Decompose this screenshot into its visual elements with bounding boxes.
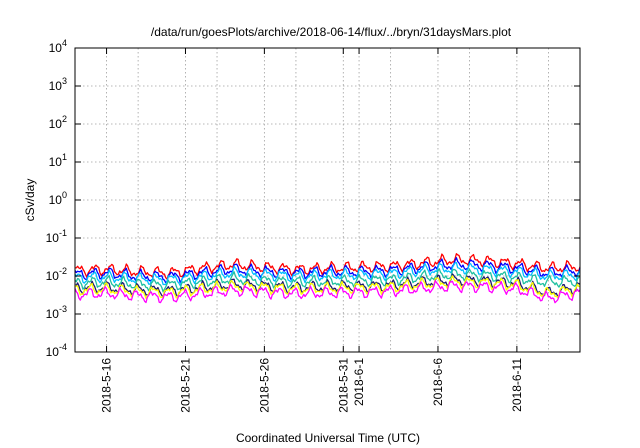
series-line — [74, 261, 581, 287]
y-tick-label: 101 — [49, 152, 67, 169]
series-layer — [74, 253, 581, 304]
series-line — [74, 275, 581, 299]
y-tick-labels: 10-4 10-3 10-2 10-1 100 101 102 103 104 — [46, 38, 67, 359]
y-tick-label: 10-3 — [46, 304, 67, 321]
y-tick-label: 10-2 — [46, 266, 67, 283]
series-line — [75, 253, 581, 280]
y-tick-label: 100 — [49, 190, 67, 207]
x-axis-label: Coordinated Universal Time (UTC) — [236, 431, 420, 445]
x-tick-label: 2018-5-26 — [257, 358, 271, 413]
y-tick-label: 103 — [49, 76, 67, 93]
x-tick-labels: 2018-5-16 2018-5-21 2018-5-26 2018-5-31 2018… — [100, 358, 524, 413]
y-tick-label: 102 — [49, 114, 67, 131]
grid-layer — [75, 48, 580, 352]
series-line — [74, 280, 581, 304]
x-tick-label: 2018-6-11 — [510, 358, 524, 412]
x-tick-label: 2018-5-31 — [336, 358, 350, 413]
x-tick-label: 2018-5-21 — [178, 358, 192, 413]
y-tick-label: 10-4 — [46, 342, 67, 359]
tick-layer — [75, 47, 580, 353]
series-line — [74, 257, 581, 284]
y-axis-label: cSv/day — [23, 179, 37, 222]
y-tick-label: 10-1 — [46, 228, 67, 245]
series-line — [74, 268, 581, 293]
chart-title: /data/run/goesPlots/archive/2018-06-14/f… — [151, 25, 512, 39]
x-tick-label: 2018-6-1 — [352, 358, 366, 406]
y-tick-label: 104 — [49, 38, 67, 55]
x-tick-label: 2018-5-16 — [100, 358, 114, 413]
x-tick-label: 2018-6-6 — [431, 358, 445, 406]
